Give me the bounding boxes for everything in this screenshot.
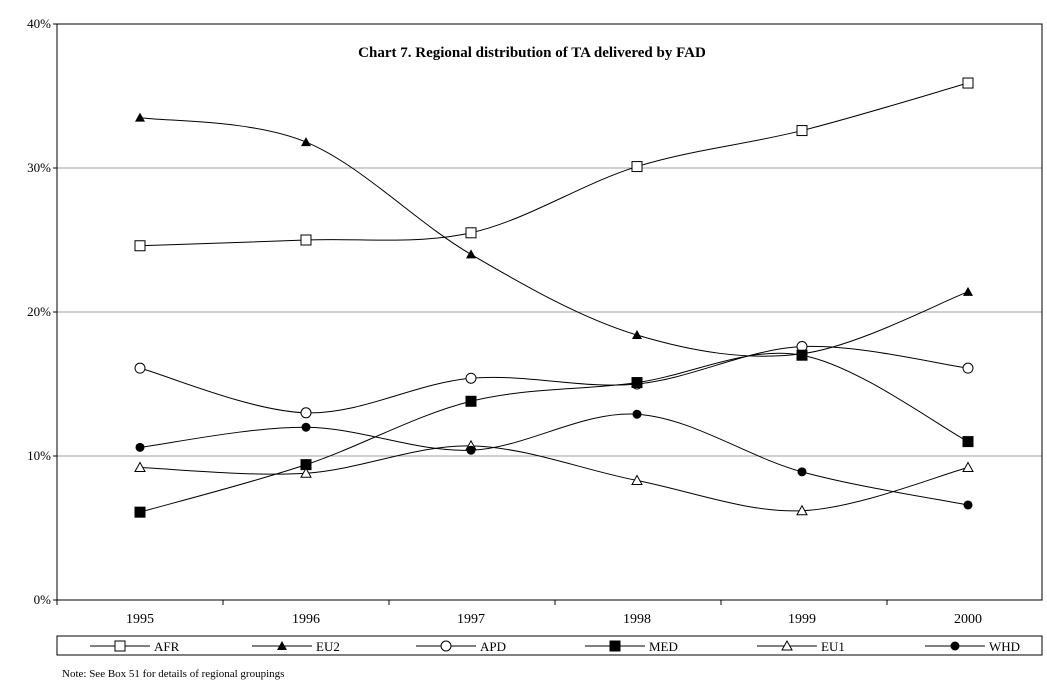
point-eu1: [796, 504, 808, 516]
legend-item-whd: WHD: [925, 639, 1020, 654]
x-tick-label: 1998: [623, 612, 651, 627]
legend-marker-eu1: [781, 639, 793, 651]
x-axis: 1995 1996 1997 1998 1999 2000: [56, 600, 982, 627]
series-line-med: [139, 352, 969, 513]
legend-marker-med: [609, 640, 621, 652]
point-apd: [300, 407, 312, 419]
legend-marker-whd: [950, 641, 960, 651]
point-apd: [465, 372, 477, 384]
legend-label: WHD: [989, 639, 1020, 654]
y-tick-label: 30%: [27, 160, 51, 175]
point-eu1: [300, 467, 312, 478]
y-axis: 0% 10% 20% 30% 40%: [27, 16, 57, 607]
x-tick-label: 2000: [954, 612, 982, 627]
series-line-afr: [139, 82, 969, 247]
x-tick-label: 1995: [126, 612, 154, 627]
point-med: [465, 395, 477, 407]
x-tick-label: 1996: [292, 612, 320, 627]
series-group: [134, 77, 974, 518]
legend-label: AFR: [154, 639, 180, 654]
point-whd: [301, 422, 311, 432]
y-tick-label: 20%: [27, 304, 51, 319]
point-whd: [797, 467, 807, 477]
point-eu2: [632, 330, 642, 340]
legend: AFR EU2 APD MED EU1 WHD: [56, 635, 1043, 656]
point-eu1: [631, 474, 643, 485]
chart-note: Note: See Box 51 for details of regional…: [62, 668, 285, 680]
point-eu2: [301, 137, 311, 147]
series-eu2: [135, 112, 973, 358]
series-eu1: [134, 439, 974, 516]
series-line-whd: [139, 413, 969, 506]
y-tick-label: 10%: [27, 448, 51, 463]
legend-item-afr: AFR: [90, 639, 180, 654]
y-tick-label: 0%: [34, 592, 52, 607]
point-afr: [300, 234, 312, 246]
point-eu1: [962, 461, 974, 473]
legend-label: EU2: [316, 639, 340, 654]
legend-marker-eu2: [277, 641, 287, 650]
y-tick-label: 40%: [27, 16, 51, 31]
point-eu2: [135, 112, 145, 122]
point-apd: [134, 362, 146, 374]
chart-title: Chart 7. Regional distribution of TA del…: [358, 45, 706, 61]
point-whd: [135, 442, 145, 452]
gridlines: [57, 167, 1042, 457]
legend-label: MED: [649, 639, 678, 654]
point-apd: [962, 362, 974, 374]
series-line-eu2: [139, 117, 969, 357]
point-med: [631, 377, 643, 389]
legend-label: EU1: [821, 639, 845, 654]
point-whd: [963, 500, 973, 510]
legend-marker-afr: [114, 640, 126, 652]
legend-item-med: MED: [585, 639, 678, 654]
point-eu2: [963, 286, 973, 296]
series-line-eu1: [139, 445, 969, 512]
point-eu1: [134, 461, 146, 473]
series-line-apd: [139, 345, 969, 414]
point-med: [796, 349, 808, 361]
legend-item-eu2: EU2: [252, 639, 340, 654]
point-whd: [632, 409, 642, 419]
legend-box: [56, 635, 1043, 656]
series-apd: [134, 341, 974, 419]
point-eu2: [466, 249, 476, 259]
series-med: [134, 349, 974, 518]
point-afr: [465, 227, 477, 239]
series-whd: [135, 409, 973, 510]
point-afr: [134, 240, 146, 252]
legend-item-apd: APD: [416, 639, 506, 654]
x-tick-label: 1999: [788, 612, 816, 627]
point-afr: [631, 161, 643, 173]
series-afr: [134, 77, 974, 252]
point-med: [962, 436, 974, 448]
legend-item-eu1: EU1: [757, 639, 845, 654]
point-med: [134, 506, 146, 518]
point-afr: [962, 77, 974, 89]
x-tick-label: 1997: [457, 612, 485, 627]
point-afr: [796, 125, 808, 137]
legend-marker-apd: [440, 640, 452, 652]
point-whd: [466, 445, 476, 455]
legend-label: APD: [480, 639, 506, 654]
